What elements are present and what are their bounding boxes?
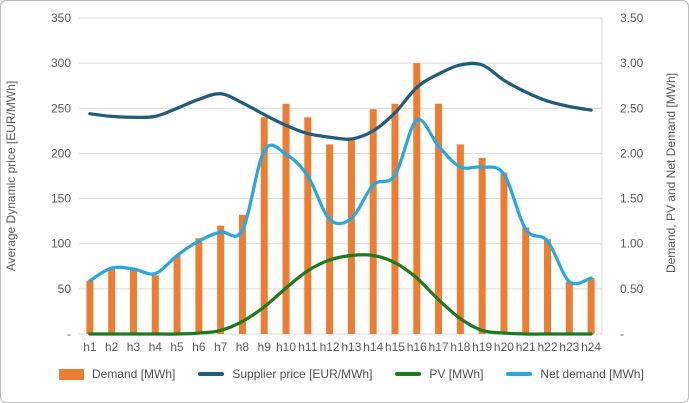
demand-bar: [151, 275, 159, 334]
right-tick-label: -: [620, 327, 624, 341]
x-tick-label: h17: [429, 340, 449, 354]
series-lines: [88, 61, 593, 336]
x-tick-label: h22: [538, 340, 558, 354]
x-tick-label: h13: [341, 340, 361, 354]
x-tick-label: h5: [170, 340, 184, 354]
legend-label-net-demand: Net demand [MWh]: [540, 367, 644, 381]
line-pv-mwh: [88, 253, 593, 336]
legend-item-supplier-price: Supplier price [EUR/MWh]: [198, 367, 372, 381]
right-tick-label: 3.00: [620, 56, 644, 70]
demand-bar: [544, 239, 552, 334]
supplier-price-swatch: [198, 372, 225, 376]
x-tick-label: h9: [258, 340, 272, 354]
right-tick-label: 0.50: [620, 282, 644, 296]
left-tick-label: 150: [51, 192, 71, 206]
demand-swatch: [59, 368, 84, 380]
demand-bar: [282, 103, 290, 335]
legend-label-pv: PV [MWh]: [429, 367, 484, 381]
demand-bar: [195, 238, 203, 334]
x-tick-label: h11: [298, 340, 317, 354]
legend-item-net-demand: Net demand [MWh]: [506, 367, 644, 381]
demand-bar: [260, 117, 268, 334]
demand-bar: [347, 139, 355, 334]
x-tick-label: h14: [363, 340, 383, 354]
x-tick-label: h16: [407, 340, 427, 354]
x-tick-label: h4: [149, 340, 163, 354]
net-demand-swatch: [506, 372, 533, 376]
legend-label-supplier-price: Supplier price [EUR/MWh]: [232, 367, 373, 381]
x-tick-label: h15: [385, 340, 405, 354]
demand-bar: [108, 268, 116, 334]
demand-bar: [565, 281, 573, 334]
left-tick-label: 100: [51, 237, 71, 251]
demand-bar: [456, 144, 464, 334]
x-tick-label: h1: [83, 340, 97, 354]
x-tick-label: h7: [214, 340, 228, 354]
pv-swatch: [395, 372, 422, 376]
left-tick-label: -: [67, 327, 71, 341]
demand-bar: [435, 103, 443, 335]
x-tick-label: h2: [105, 340, 119, 354]
left-tick-label: 300: [51, 56, 71, 70]
x-tick-label: h19: [472, 340, 492, 354]
x-tick-label: h12: [320, 340, 340, 354]
right-tick-label: 1.00: [620, 237, 644, 251]
gridlines: [79, 17, 603, 335]
demand-bar: [587, 278, 595, 334]
left-tick-label: 200: [51, 146, 71, 160]
demand-bar: [326, 144, 334, 334]
line-net-demand-mwh: [88, 117, 593, 286]
demand-bar: [478, 157, 486, 334]
demand-bar: [173, 255, 181, 334]
x-tick-label: h24: [581, 340, 601, 354]
line-supplier-price-eur-mwh: [88, 61, 593, 141]
left-axis-title: Average Dynamic price [EUR/MWh]: [4, 81, 18, 272]
x-tick-label: h3: [127, 340, 141, 354]
x-tick-label: h18: [450, 340, 470, 354]
x-tick-label: h21: [516, 340, 536, 354]
demand-bar: [129, 268, 137, 334]
legend: Demand [MWh] Supplier price [EUR/MWh] PV…: [59, 367, 644, 381]
right-tick-label: 2.50: [620, 101, 644, 115]
x-tick-label: h6: [192, 340, 206, 354]
legend-label-demand: Demand [MWh]: [92, 367, 176, 381]
legend-item-demand: Demand [MWh]: [59, 367, 175, 381]
right-tick-label: 2.00: [620, 146, 644, 160]
x-tick-label: h10: [276, 340, 296, 354]
demand-bar: [413, 63, 421, 335]
demand-bar: [500, 172, 508, 334]
demand-bar: [86, 280, 94, 334]
axis-tick-labels: 350 3.50 300 3.00 250 2.50 200 2.00 150 1.50 100 1.…: [51, 11, 644, 354]
demand-bar: [522, 227, 530, 334]
left-tick-label: 250: [51, 101, 71, 115]
right-axis-title: Demand, PV and Net Demand [MWh]: [664, 73, 678, 273]
x-tick-label: h20: [494, 340, 514, 354]
x-tick-label: h8: [236, 340, 250, 354]
demand-bar: [217, 225, 225, 334]
demand-bar: [391, 103, 399, 335]
legend-item-pv: PV [MWh]: [395, 367, 483, 381]
left-tick-label: 350: [51, 11, 71, 25]
demand-bar: [369, 109, 377, 334]
right-tick-label: 3.50: [620, 11, 644, 25]
demand-bar: [304, 117, 312, 334]
demand-bars: [86, 63, 595, 335]
x-tick-label: h23: [559, 340, 579, 354]
demand-bar: [238, 214, 246, 334]
right-tick-label: 1.50: [620, 192, 644, 206]
left-tick-label: 50: [58, 282, 72, 296]
